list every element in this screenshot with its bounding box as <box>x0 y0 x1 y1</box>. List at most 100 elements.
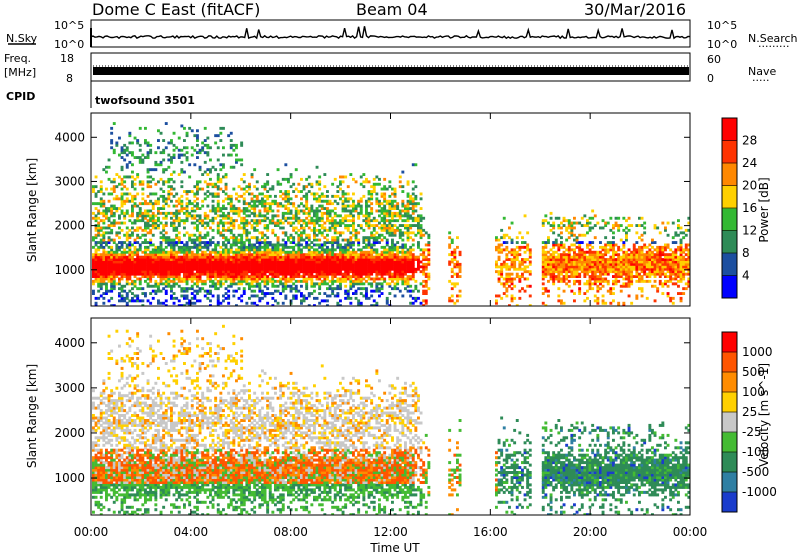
heatmap-cell <box>157 289 160 293</box>
heatmap-cell <box>583 233 587 237</box>
heatmap-cell <box>279 270 283 274</box>
heatmap-cell <box>232 226 236 230</box>
heatmap-cell <box>401 233 405 237</box>
heatmap-cell <box>344 253 348 257</box>
heatmap-cell <box>240 243 244 247</box>
heatmap-cell <box>219 260 223 264</box>
heatmap-cell <box>105 262 108 266</box>
heatmap-cell <box>305 260 309 264</box>
heatmap-cell <box>396 253 400 257</box>
heatmap-cell <box>411 192 415 196</box>
heatmap-cell <box>372 224 376 227</box>
heatmap-cell <box>346 241 350 244</box>
heatmap-cell <box>131 199 134 203</box>
heatmap-cell <box>279 190 283 193</box>
heatmap-cell <box>495 294 498 298</box>
heatmap-cell <box>258 272 262 276</box>
heatmap-cell <box>185 287 189 291</box>
heatmap-cell <box>625 233 628 237</box>
heatmap-cell <box>211 209 215 213</box>
heatmap-cell <box>427 287 431 291</box>
heatmap-cell <box>206 136 210 140</box>
heatmap-cell <box>518 265 522 269</box>
heatmap-cell <box>294 250 298 254</box>
cpid-label: CPID <box>6 90 35 103</box>
heatmap-cell <box>318 287 322 291</box>
heatmap-cell <box>102 238 106 242</box>
heatmap-cell <box>138 214 142 218</box>
heatmap-cell <box>185 294 189 298</box>
heatmap-cell <box>245 275 249 278</box>
heatmap-cell <box>102 255 106 259</box>
heatmap-cell <box>497 243 501 247</box>
heatmap-cell <box>554 277 558 281</box>
heatmap-cell <box>300 275 303 278</box>
heatmap-cell <box>183 243 186 247</box>
heatmap-cell <box>92 238 95 242</box>
heatmap-cell <box>203 241 207 244</box>
heatmap-cell <box>146 284 150 288</box>
heatmap-cell <box>253 275 257 278</box>
heatmap-cell <box>313 238 316 242</box>
heatmap-cell <box>619 275 623 278</box>
heatmap-cell <box>211 216 215 220</box>
heatmap-cell <box>120 255 124 259</box>
heatmap-cell <box>450 267 454 271</box>
heatmap-cell <box>427 260 431 264</box>
heatmap-cell <box>245 270 249 274</box>
heatmap-cell <box>617 301 621 305</box>
heatmap-cell <box>414 270 418 274</box>
heatmap-cell <box>274 243 277 247</box>
heatmap-cell <box>196 197 199 201</box>
heatmap-cell <box>177 255 181 259</box>
heatmap-cell <box>391 267 394 271</box>
heatmap-cell <box>209 241 212 244</box>
heatmap-cell <box>554 238 558 242</box>
heatmap-cell <box>333 224 337 227</box>
heatmap-cell <box>565 275 569 278</box>
heatmap-cell <box>190 255 194 259</box>
heatmap-cell <box>310 262 314 266</box>
heatmap-cell <box>216 279 220 283</box>
heatmap-cell <box>583 258 587 261</box>
heatmap-cell <box>557 258 561 261</box>
heatmap-cell <box>341 204 345 208</box>
heatmap-cell <box>193 272 197 276</box>
heatmap-cell <box>141 160 145 164</box>
heatmap-cell <box>128 192 132 196</box>
heatmap-cell <box>375 250 379 254</box>
heatmap-cell <box>167 279 171 283</box>
heatmap-cell <box>284 270 288 274</box>
heatmap-cell <box>565 253 569 257</box>
heatmap-cell <box>541 275 545 278</box>
heatmap-cell <box>375 192 379 196</box>
heatmap-cell <box>115 260 119 264</box>
heatmap-cell <box>232 238 236 242</box>
heatmap-cell <box>580 267 584 271</box>
heatmap-cell <box>263 224 267 227</box>
heatmap-cell <box>248 284 251 288</box>
heatmap-cell <box>263 270 267 274</box>
heatmap-cell <box>500 243 504 247</box>
heatmap-cell <box>612 275 615 278</box>
heatmap-cell <box>326 282 329 286</box>
heatmap-cell <box>320 214 324 218</box>
heatmap-cell <box>409 216 413 220</box>
heatmap-cell <box>172 219 176 223</box>
heatmap-cell <box>219 131 223 135</box>
heatmap-cell <box>302 260 306 264</box>
heatmap-cell <box>302 267 306 271</box>
heatmap-cell <box>190 233 194 237</box>
heatmap-cell <box>125 270 129 274</box>
heatmap-cell <box>287 265 290 269</box>
heatmap-cell <box>268 194 272 198</box>
heatmap-cell <box>162 194 166 198</box>
heatmap-cell <box>164 224 168 227</box>
heatmap-cell <box>120 199 124 203</box>
heatmap-cell <box>508 258 511 261</box>
heatmap-cell <box>268 204 272 208</box>
heatmap-cell <box>560 253 563 257</box>
heatmap-cell <box>357 199 361 203</box>
heatmap-cell <box>544 243 548 247</box>
heatmap-cell <box>94 260 98 264</box>
